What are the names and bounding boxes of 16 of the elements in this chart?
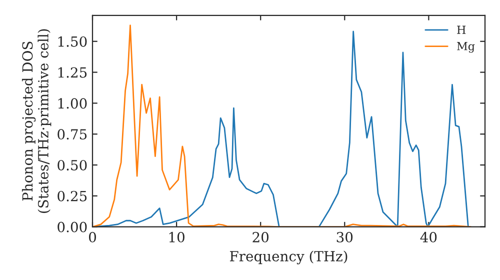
legend-label: H bbox=[457, 26, 466, 34]
y-tick-label: 0.50 bbox=[58, 160, 87, 170]
x-tick-label: 30 bbox=[336, 232, 353, 242]
y-tick-label: 1.50 bbox=[58, 36, 87, 47]
y-axis-title: Phonon projected DOS (States/THz·primitive cell) bbox=[22, 29, 52, 213]
x-axis-title: Frequency (THz) bbox=[230, 250, 348, 264]
x-tick-label: 10 bbox=[169, 232, 184, 242]
y-tick-label: 1.25 bbox=[58, 67, 87, 78]
y-tick-label: 0.75 bbox=[58, 129, 87, 140]
x-tick-label: 40 bbox=[420, 232, 437, 242]
x-tick-label: 20 bbox=[252, 232, 269, 242]
y-tick-label: 0.25 bbox=[58, 190, 87, 202]
legend-label: Mg bbox=[457, 42, 475, 53]
y-tick-label: 1.00 bbox=[58, 98, 87, 109]
y-tick-label: 0.00 bbox=[58, 222, 87, 232]
x-tick-label: 0 bbox=[88, 232, 96, 242]
